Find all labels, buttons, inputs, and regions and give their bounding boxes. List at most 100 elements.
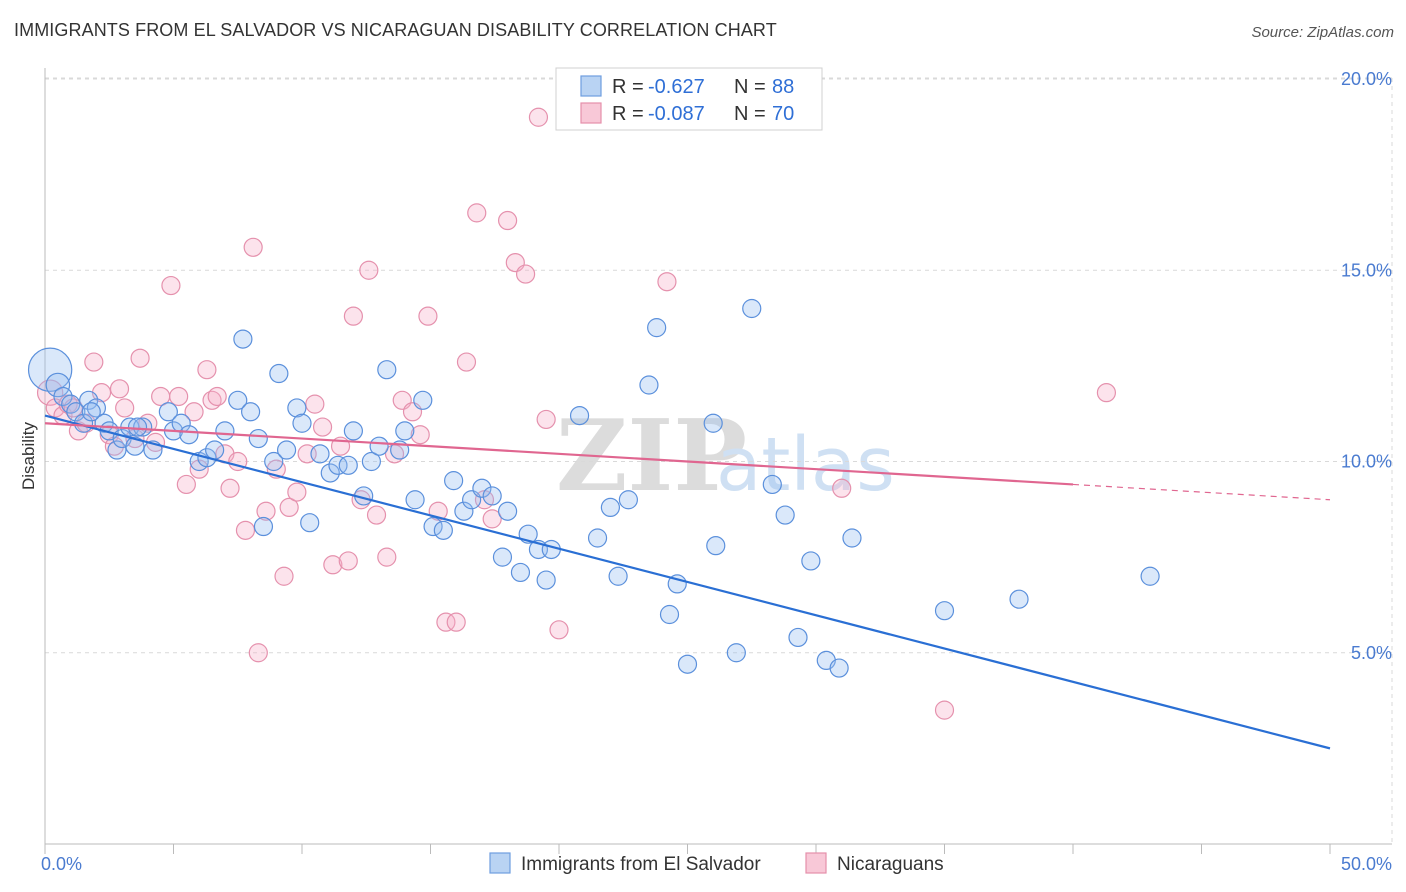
el-salvador-point-7 [86, 398, 107, 418]
nicaraguan-point-36 [287, 482, 307, 502]
nicaraguan-point-40 [323, 555, 343, 575]
nicaraguan-point-15 [138, 413, 158, 433]
y-axis-label: Disability [19, 421, 38, 490]
el-salvador-point-10 [107, 440, 127, 460]
el-salvador-point-86 [81, 402, 101, 422]
nicaraguan-point-65 [549, 620, 569, 640]
el-salvador-point-28 [253, 516, 274, 537]
legend-n-value-pink: 70 [772, 103, 794, 125]
el-salvador-point-22 [205, 440, 225, 460]
el-salvador-point-79 [801, 551, 821, 571]
y-tick-label-2: 15.0% [1341, 260, 1392, 280]
nicaraguan-point-27 [220, 478, 240, 498]
el-salvador-point-14 [133, 417, 153, 437]
el-salvador-point-66 [618, 490, 638, 510]
nicaraguan-point-34 [274, 566, 294, 586]
legend-r-label-blue: R = [612, 76, 644, 98]
el-salvador-point-33 [292, 413, 312, 433]
tick-labels: 5.0% 10.0% 15.0% 20.0% 0.0% 50.0% [41, 69, 1392, 874]
y-tick-label-1: 10.0% [1341, 452, 1392, 472]
legend-n-label-blue: N = [734, 76, 766, 98]
el-salvador-point-56 [498, 501, 518, 521]
x-tick-label-min: 0.0% [41, 854, 82, 874]
nicaraguan-point-55 [446, 612, 466, 632]
el-salvador-point-1 [45, 372, 71, 398]
legend-n-label-pink: N = [734, 103, 766, 125]
bottom-legend-swatch-pink [805, 852, 827, 874]
el-salvador-point-73 [706, 536, 726, 556]
el-salvador-point-82 [842, 528, 862, 548]
el-salvador-point-54 [482, 486, 502, 506]
el-salvador-point-62 [569, 406, 590, 426]
nicaraguan-point-62 [515, 264, 536, 284]
nicaraguan-point-59 [482, 509, 502, 529]
el-salvador-point-53 [472, 478, 492, 498]
trend-line-nicaraguans [44, 422, 1074, 486]
trend-line-el-salvador [44, 414, 1331, 750]
nicaraguan-point-52 [418, 306, 438, 326]
el-salvador-point-69 [659, 604, 680, 625]
el-salvador-point-74 [726, 643, 746, 663]
el-salvador-point-6 [79, 390, 99, 410]
el-salvador-point-24 [228, 390, 248, 410]
el-salvador-point-57 [510, 562, 531, 583]
legend-r-value-pink: -0.087 [648, 103, 705, 125]
el-salvador-point-85 [1140, 566, 1160, 586]
el-salvador-point-46 [405, 490, 425, 510]
el-salvador-point-39 [343, 421, 363, 441]
el-salvador-point-78 [788, 627, 808, 648]
legend-r-value-blue: -0.627 [648, 76, 705, 98]
y-tick-label-3: 20.0% [1341, 69, 1392, 89]
nicaraguan-point-32 [256, 501, 276, 521]
el-salvador-point-41 [361, 451, 381, 472]
nicaraguan-point-45 [359, 260, 379, 280]
el-salvador-point-67 [639, 375, 659, 395]
el-salvador-point-71 [677, 654, 698, 674]
nicaraguan-point-12 [115, 398, 135, 418]
el-salvador-point-13 [125, 436, 145, 456]
el-salvador-point-16 [158, 402, 178, 422]
source-label: Source: ZipAtlas.com [1251, 24, 1394, 41]
axes [44, 68, 1392, 854]
el-salvador-point-25 [233, 329, 253, 349]
nicaraguan-point-42 [338, 551, 358, 571]
bottom-legend: Immigrants from El Salvador Nicaraguans [489, 852, 944, 875]
el-salvador-point-19 [179, 425, 199, 445]
el-salvador-point-2 [53, 386, 73, 407]
el-salvador-point-38 [338, 455, 358, 475]
el-salvador-point-83 [934, 601, 955, 621]
el-salvador-point-26 [241, 402, 261, 422]
el-salvador-point-49 [433, 520, 453, 540]
el-salvador-point-47 [413, 390, 433, 410]
nicaraguan-point-29 [235, 520, 256, 540]
el-salvador-point-75 [742, 298, 762, 319]
el-salvador-point-42 [369, 436, 389, 456]
nicaraguan-point-31 [248, 643, 268, 663]
el-salvador-point-84 [1009, 589, 1029, 609]
el-salvador-point-0 [27, 347, 73, 392]
el-salvador-point-81 [829, 658, 849, 678]
el-salvador-point-23 [215, 421, 235, 441]
el-salvador-point-29 [264, 451, 284, 472]
el-salvador-point-65 [608, 566, 628, 586]
nicaraguan-point-39 [312, 417, 333, 437]
bottom-legend-swatch-blue [489, 852, 511, 874]
nicaraguan-point-25 [207, 386, 227, 407]
legend-r-label-pink: R = [612, 103, 644, 125]
el-salvador-point-50 [444, 471, 464, 491]
nicaraguan-point-7 [84, 352, 104, 372]
nicaraguan-point-18 [161, 275, 181, 296]
legend-n-value-blue: 88 [772, 76, 794, 98]
nicaraguan-point-43 [343, 306, 363, 326]
el-salvador-points [27, 298, 1160, 678]
nicaraguan-point-11 [109, 379, 130, 399]
el-salvador-point-77 [775, 505, 795, 525]
nicaraguan-point-23 [197, 360, 217, 380]
bottom-legend-label-pink: Nicaraguans [837, 854, 944, 875]
nicaraguan-point-47 [377, 547, 397, 567]
el-salvador-point-48 [423, 516, 443, 537]
nicaraguan-point-20 [176, 474, 196, 495]
el-salvador-point-4 [66, 402, 86, 422]
x-tick-label-max: 50.0% [1341, 854, 1392, 874]
legend-swatch-pink [580, 102, 602, 124]
